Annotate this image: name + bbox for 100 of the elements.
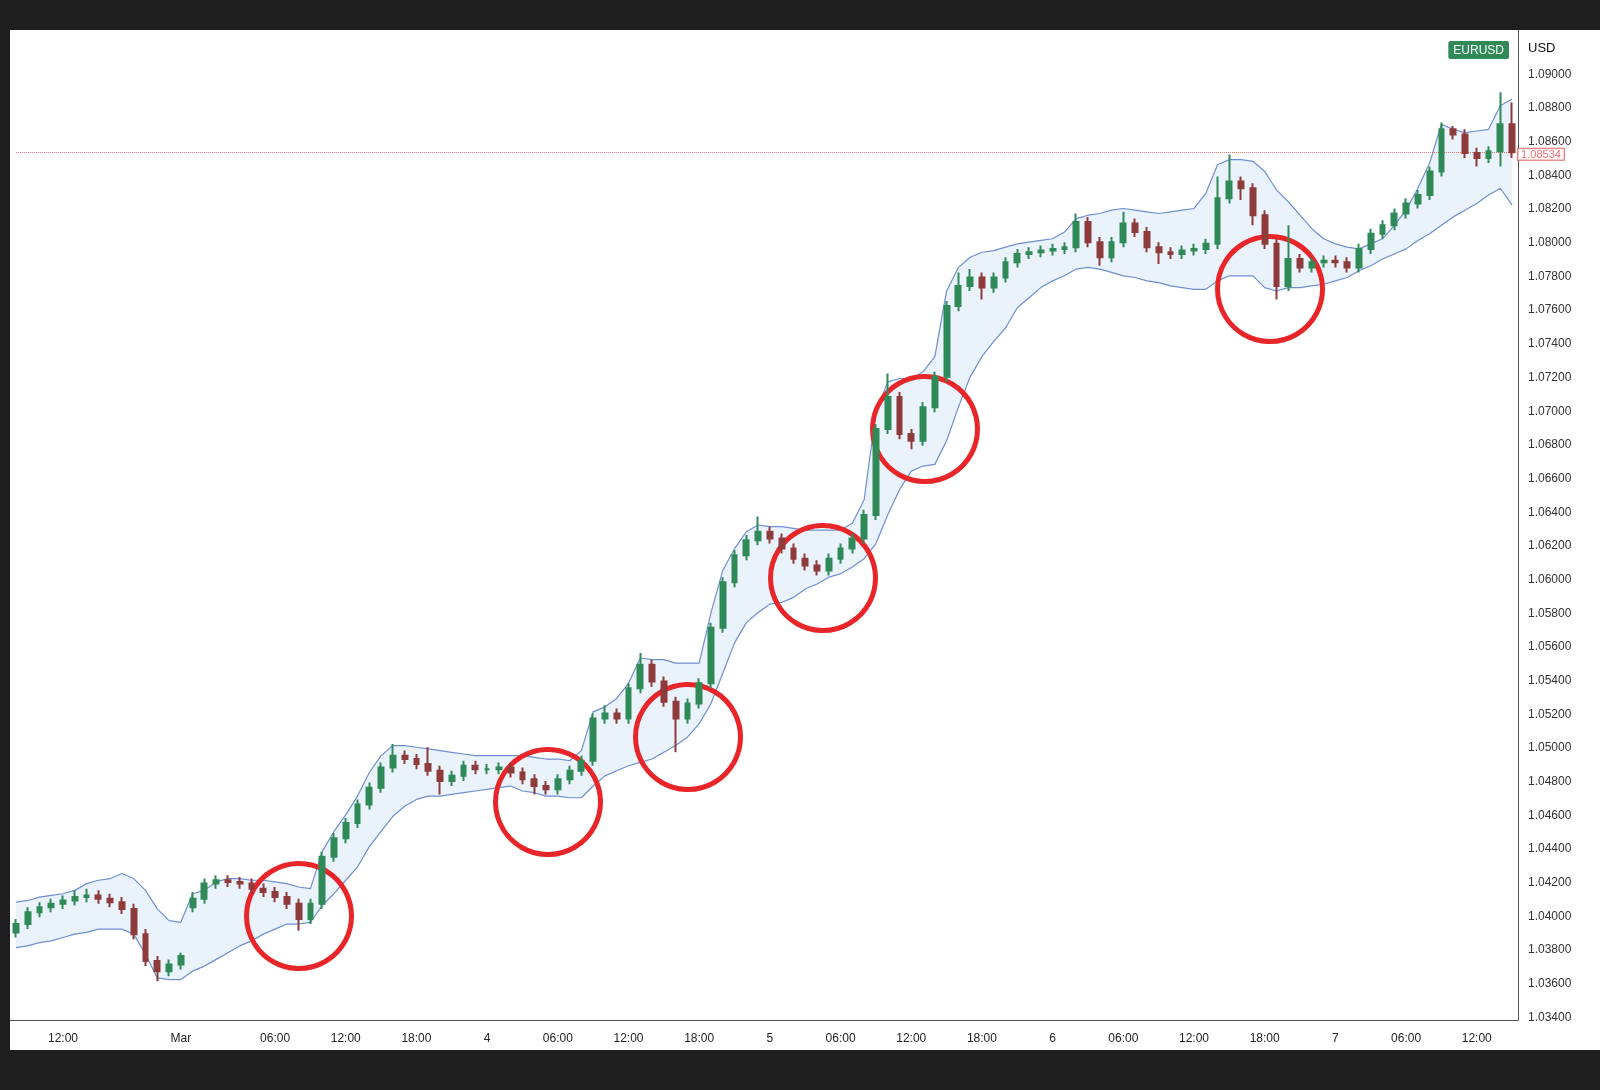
candlestick: [189, 891, 197, 914]
y-tick-label: 1.05000: [1528, 740, 1572, 755]
x-tick-label: 18:00: [401, 1031, 432, 1045]
y-tick-label: 1.03600: [1528, 975, 1572, 990]
candlestick: [1013, 247, 1021, 269]
candlestick: [554, 773, 562, 796]
y-tick-label: 1.04800: [1528, 773, 1572, 788]
candlestick: [212, 874, 220, 890]
candlestick: [907, 428, 915, 451]
candlestick: [1202, 237, 1210, 255]
candlestick: [1131, 217, 1139, 239]
candlestick: [436, 764, 444, 796]
candlestick: [577, 754, 585, 777]
candlestick: [1343, 256, 1351, 274]
candlestick: [424, 746, 432, 777]
x-tick-label: 18:00: [1249, 1031, 1281, 1045]
candlestick: [1508, 101, 1516, 159]
x-tick-label: 4: [483, 1031, 491, 1045]
ref-line-label: 1.08534: [1521, 148, 1561, 161]
candlestick: [978, 271, 986, 301]
candlestick: [1178, 244, 1186, 260]
candlestick: [660, 675, 668, 708]
y-tick-label: 1.06200: [1528, 538, 1572, 553]
candlestick: [766, 525, 774, 545]
candlestick: [448, 769, 456, 787]
candlestick: [872, 422, 880, 521]
candlestick: [224, 874, 232, 888]
candlestick: [318, 850, 326, 910]
candlestick: [1072, 212, 1080, 254]
candlestick: [896, 390, 903, 441]
candlestick: [648, 658, 656, 688]
y-tick-label: 1.05200: [1528, 706, 1572, 721]
candlestick: [153, 955, 161, 983]
candlestick: [931, 370, 939, 414]
candlestick: [801, 552, 809, 572]
candlestick: [672, 695, 680, 754]
candlestick: [1461, 128, 1469, 159]
candlestick: [1190, 242, 1198, 257]
x-tick-label: 06:00: [825, 1031, 856, 1045]
y-tick-label: 1.03800: [1528, 942, 1572, 957]
candlestick: [719, 576, 727, 634]
candlestick: [695, 677, 703, 710]
candlestick: [1037, 244, 1045, 259]
x-tick-label: 5: [766, 1031, 774, 1045]
candlestick: [1402, 197, 1410, 220]
candlestick: [47, 897, 55, 914]
y-tick-label: 1.08000: [1528, 235, 1572, 250]
candlestick: [1096, 236, 1104, 267]
y-tick-label: 1.03400: [1528, 1009, 1572, 1024]
candlestick: [177, 951, 185, 971]
candlestick: [83, 887, 90, 904]
y-tick-label: 1.04400: [1528, 841, 1572, 856]
candlestick: [1426, 165, 1434, 202]
candlestick: [1214, 175, 1221, 250]
candlestick: [377, 761, 385, 794]
candlestick: [636, 651, 644, 695]
x-tick-label: 7: [1332, 1031, 1340, 1045]
candlestick: [259, 882, 267, 899]
y-tick-label: 1.07000: [1528, 403, 1572, 418]
candlestick: [589, 712, 597, 767]
candlestick: [625, 682, 632, 725]
y-tick-label: 1.06600: [1528, 470, 1572, 485]
candlestick: [354, 798, 361, 830]
y-tick-label: 1.07600: [1528, 302, 1572, 317]
x-tick-label: 12:00: [896, 1031, 927, 1045]
y-tick-label: 1.04200: [1528, 874, 1572, 889]
candlestick: [1002, 256, 1009, 284]
candlestick: [401, 749, 409, 766]
y-tick-label: 1.08200: [1528, 201, 1572, 216]
candlestick: [59, 894, 67, 910]
candlestick: [813, 559, 821, 577]
y-tick-label: 1.07400: [1528, 336, 1572, 351]
candlestick: [1237, 175, 1245, 202]
candlestick: [601, 704, 609, 725]
candlestick: [295, 897, 303, 932]
x-tick-label: 06:00: [542, 1031, 574, 1045]
x-tick-label: 18:00: [684, 1031, 715, 1045]
y-tick-label: 1.09000: [1528, 66, 1572, 81]
x-tick-label: 06:00: [1108, 1031, 1139, 1045]
candlestick: [460, 759, 467, 782]
candlestick: [790, 542, 797, 565]
candlestick: [24, 906, 32, 931]
candlestick: [990, 271, 998, 294]
text: EURUSD: [1453, 43, 1505, 57]
candlestick: [471, 759, 479, 776]
y-tick-label: 1.08600: [1528, 134, 1572, 149]
candlestick: [1155, 241, 1163, 266]
x-tick-label: 6: [1049, 1031, 1057, 1045]
y-tick-label: 1.04000: [1528, 908, 1572, 923]
candlestick: [943, 300, 951, 383]
candlestick: [1390, 207, 1398, 232]
candlestick: [1449, 124, 1457, 141]
candlestick: [1496, 91, 1504, 168]
x-tick-label: 12:00: [48, 1031, 79, 1045]
y-tick-label: 1.06800: [1528, 437, 1572, 452]
candlestick: [1367, 227, 1375, 255]
y-tick-label: 1.08400: [1528, 167, 1572, 182]
candlestick: [884, 372, 892, 436]
candlestick: [1355, 242, 1363, 274]
candlestick: [389, 742, 397, 774]
